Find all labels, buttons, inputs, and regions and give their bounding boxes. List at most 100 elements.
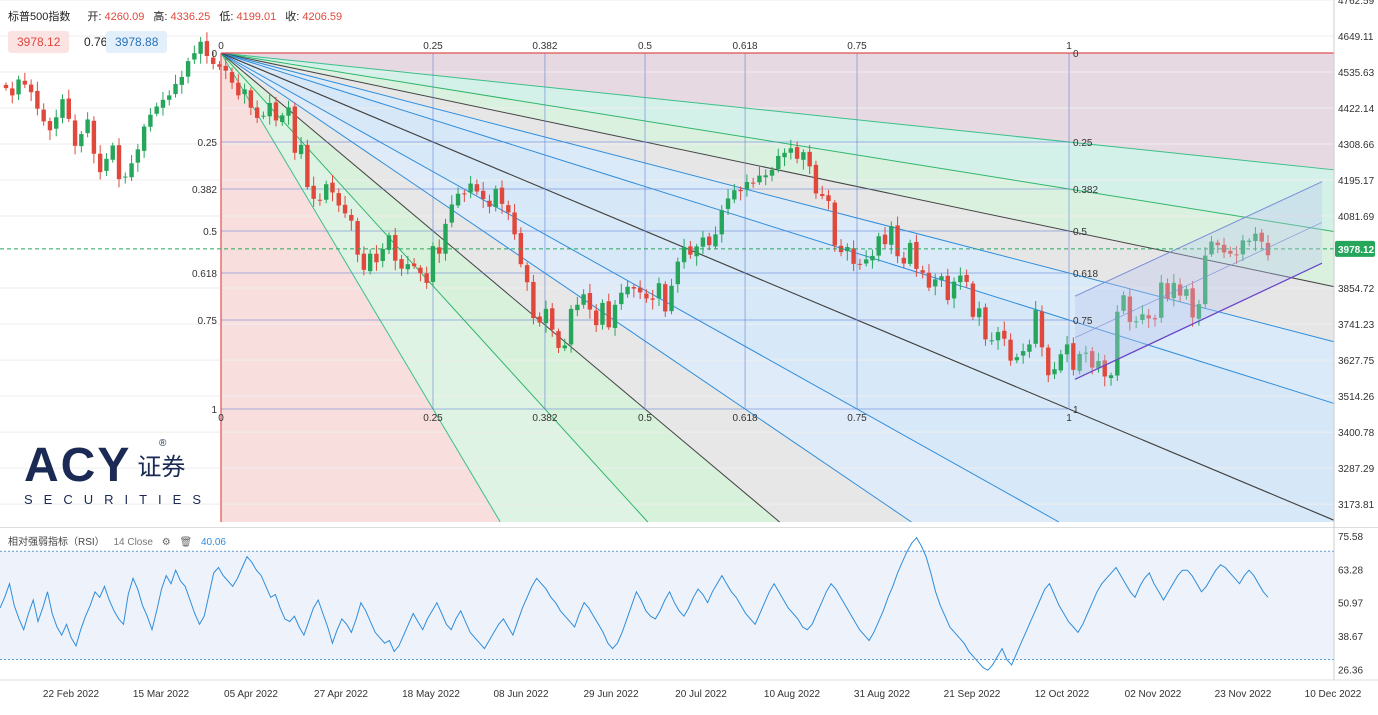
rsi-title: 相对强弱指标（RSI） — [8, 537, 105, 548]
candle-body — [468, 183, 473, 193]
sell-price-button[interactable]: 3978.12 — [8, 31, 70, 53]
candle-body — [1253, 233, 1258, 242]
price-tick-label: 3627.75 — [1338, 356, 1375, 367]
candle-body — [261, 115, 266, 117]
fan-ray — [220, 52, 1335, 343]
time-tick-label: 21 Sep 2022 — [944, 689, 1001, 700]
high-value: 4336.25 — [170, 11, 211, 23]
candle-body — [204, 41, 210, 57]
fan-label-right: 1 — [1073, 405, 1079, 416]
candle-body — [1133, 321, 1139, 323]
candle-body — [575, 304, 580, 311]
time-tick-label: 12 Oct 2022 — [1035, 689, 1090, 700]
candle-body — [926, 272, 932, 288]
candle-body — [543, 308, 549, 324]
price-tick-label: 3400.78 — [1338, 428, 1375, 439]
candle-body — [317, 199, 323, 201]
candle-body — [719, 210, 724, 235]
candle-body — [989, 340, 994, 342]
candle-body — [951, 281, 957, 299]
candle-body — [945, 275, 950, 301]
candle-body — [72, 120, 78, 146]
time-tick-label: 31 Aug 2022 — [854, 689, 911, 700]
price-axis[interactable]: 4762.59 4649.11 4535.63 4422.14 4308.66 4195.… — [1333, 0, 1378, 680]
rsi-panel: 75.58 63.28 50.97 38.67 26.36 — [0, 527, 1378, 680]
candle-body — [1209, 241, 1214, 255]
fan-label-left: 0.5 — [203, 227, 217, 238]
candle-body — [1234, 254, 1239, 256]
candle-body — [273, 102, 279, 121]
price-axis-bg — [1334, 0, 1378, 680]
candle-body — [606, 301, 611, 328]
low-label: 低: — [219, 11, 234, 23]
candle-body — [625, 286, 630, 295]
close-label: 收: — [285, 11, 300, 23]
rsi-params[interactable]: 14 Close — [113, 537, 153, 548]
candle-body — [813, 164, 819, 194]
fan-label-left: 1 — [211, 405, 217, 416]
buy-price-button[interactable]: 3978.88 — [106, 31, 168, 53]
time-tick-label: 02 Nov 2022 — [1125, 689, 1182, 700]
candle-body — [1058, 354, 1064, 371]
candle-body — [229, 71, 235, 83]
trash-icon[interactable]: 🗑 — [179, 537, 193, 548]
high-label: 高: — [153, 11, 168, 23]
candle-body — [449, 204, 454, 223]
price-tick-label: 4422.14 — [1338, 104, 1375, 115]
candle-body — [210, 57, 216, 64]
candle-body — [298, 144, 304, 155]
candle-body — [920, 270, 925, 273]
candle-body — [35, 90, 40, 109]
candle-body — [1127, 296, 1133, 322]
fib-fan-labels: 00.250.3820.50.6180.751000.250.250.3820.… — [192, 41, 1098, 424]
candle-body — [725, 198, 731, 209]
candle-body — [914, 241, 919, 269]
candle-body — [907, 242, 913, 264]
candle-body — [644, 293, 649, 299]
candle-body — [1184, 289, 1189, 296]
candle-body — [970, 283, 976, 317]
time-tick-label: 29 Jun 2022 — [583, 689, 638, 700]
candle-body — [568, 308, 574, 345]
rsi-band — [0, 551, 1334, 660]
candle-body — [958, 275, 963, 283]
candlesticks — [0, 32, 1334, 387]
fan-label-left: 0.25 — [198, 138, 218, 149]
candle-body — [66, 98, 71, 119]
candle-body — [801, 152, 806, 160]
fan-label-right: 0 — [1073, 49, 1079, 60]
price-tick-label: 4535.63 — [1338, 68, 1375, 79]
candle-body — [424, 273, 429, 283]
candle-body — [1014, 357, 1020, 361]
candle-body — [342, 204, 348, 214]
candle-body — [807, 151, 812, 167]
fan-label-top: 0.25 — [423, 41, 443, 52]
candle-body — [1052, 369, 1057, 375]
fan-label-bottom: 0.75 — [847, 413, 867, 424]
time-tick-label: 18 May 2022 — [402, 689, 460, 700]
candle-body — [794, 147, 800, 159]
candle-body — [876, 236, 881, 256]
candle-body — [537, 316, 542, 323]
candle-body — [324, 184, 329, 200]
fib-channel — [1074, 181, 1323, 380]
candle-body — [267, 102, 272, 117]
candle-body — [286, 107, 291, 116]
candle-body — [374, 253, 379, 263]
time-axis[interactable]: 22 Feb 2022 15 Mar 2022 05 Apr 2022 27 Apr … — [0, 679, 1378, 700]
candle-body — [983, 307, 988, 340]
price-tick-label: 4308.66 — [1338, 140, 1375, 151]
time-tick-label: 22 Feb 2022 — [43, 689, 100, 700]
low-value: 4199.01 — [236, 11, 277, 23]
candle-body — [443, 223, 448, 254]
candle-body — [393, 234, 398, 261]
candle-body — [305, 144, 310, 188]
candle-body — [1071, 343, 1076, 370]
fan-label-top: 0 — [218, 41, 224, 52]
candle-body — [154, 106, 159, 114]
gear-icon[interactable]: ⚙ — [161, 537, 171, 548]
fan-label-left: 0.75 — [198, 316, 218, 327]
registered-icon: ® — [159, 438, 167, 449]
rsi-tick-label: 26.36 — [1338, 665, 1363, 676]
